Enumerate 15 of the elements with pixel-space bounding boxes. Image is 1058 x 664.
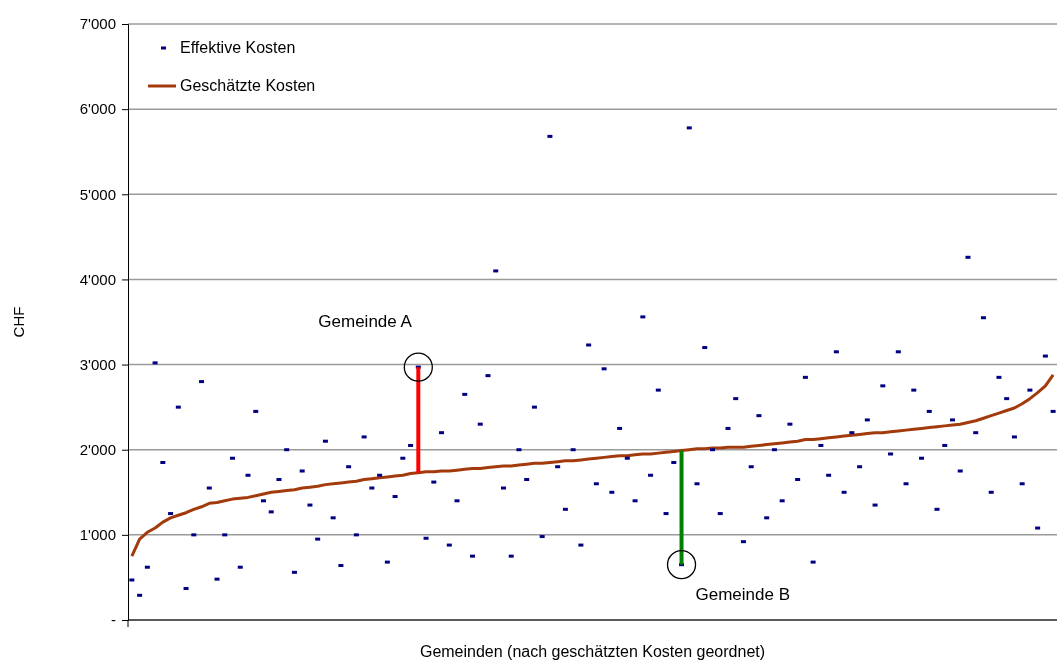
legend-label: Geschätzte Kosten xyxy=(180,77,316,94)
y-tick-label: 6'000 xyxy=(79,100,116,118)
y-axis-title: CHF xyxy=(10,306,27,338)
legend-label: Effektive Kosten xyxy=(180,39,296,56)
y-tick-label: 4'000 xyxy=(79,270,116,288)
y-tick-label: 7'000 xyxy=(79,15,116,33)
y-tick-label: 3'000 xyxy=(79,355,116,373)
annotation: Gemeinde A xyxy=(318,312,413,332)
x-axis-title: Gemeinden (nach geschätzten Kosten geordnet) xyxy=(419,643,766,660)
y-tick-label: 1'000 xyxy=(79,526,116,544)
annotation: Gemeinde B xyxy=(695,584,791,604)
line-series xyxy=(130,373,1055,558)
y-tick-label: 5'000 xyxy=(79,185,116,203)
y-tick-label: - xyxy=(111,611,116,629)
y-tick-label: 2'000 xyxy=(79,441,116,459)
